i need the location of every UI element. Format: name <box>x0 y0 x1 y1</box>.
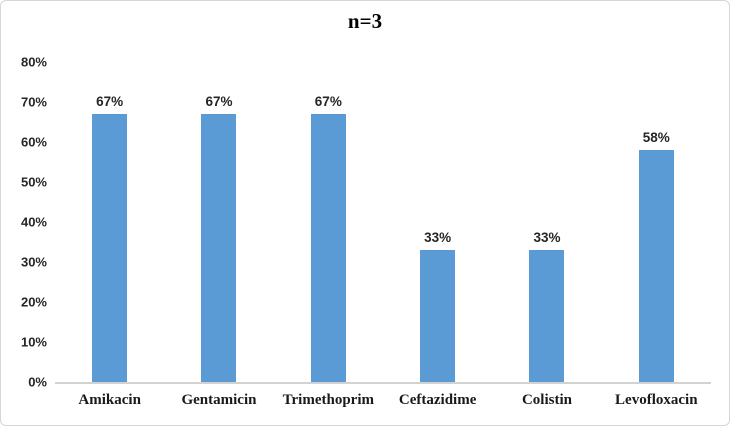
bar-value-label: 58% <box>642 129 670 145</box>
bar-value-label: 67% <box>96 93 124 109</box>
bar-value-label: 33% <box>424 229 452 245</box>
y-tick-label: 50% <box>20 174 47 190</box>
bar-slot: 67% <box>274 62 383 382</box>
plot-area: 67% 67% 67% 33% 33% 58% <box>55 62 711 384</box>
bar-colistin <box>529 250 565 382</box>
chart-title: n=3 <box>347 9 383 33</box>
x-category-label: Ceftazidime <box>398 392 477 408</box>
bar-ceftazidime <box>420 250 456 382</box>
bar-value-label: 33% <box>533 229 561 245</box>
bar-value-label: 67% <box>205 93 233 109</box>
y-tick-label: 60% <box>20 134 47 150</box>
bar-trimethoprim <box>310 114 346 382</box>
y-tick-label: 70% <box>20 94 47 110</box>
x-category-label: Colistin <box>521 392 572 408</box>
bar-slot: 33% <box>383 62 492 382</box>
y-tick-label: 30% <box>20 254 47 270</box>
bar-slot: 33% <box>492 62 601 382</box>
y-tick-label: 0% <box>28 374 47 390</box>
x-axis-labels: Amikacin Gentamicin Trimethoprim Ceftazidim… <box>55 392 711 409</box>
y-tick-label: 40% <box>20 214 47 230</box>
x-category-label: Amikacin <box>78 392 141 408</box>
x-category-label: Gentamicin <box>181 392 257 408</box>
y-tick-label: 80% <box>20 54 47 70</box>
y-tick-label: 10% <box>20 334 47 350</box>
bar-slot: 67% <box>164 62 273 382</box>
x-category-label: Trimethoprim <box>282 392 374 408</box>
bar-slot: 58% <box>602 62 711 382</box>
bar-value-label: 67% <box>314 93 342 109</box>
bar-gentamicin <box>201 114 237 382</box>
bar-slot: 67% <box>55 62 164 382</box>
bar-levofloxacin <box>638 150 674 382</box>
x-category-label: Levofloxacin <box>615 392 698 408</box>
y-tick-label: 20% <box>20 294 47 310</box>
bar-amikacin <box>92 114 128 382</box>
y-axis: 0% 10% 20% 30% 40% 50% 60% 70% 80% <box>11 55 47 390</box>
